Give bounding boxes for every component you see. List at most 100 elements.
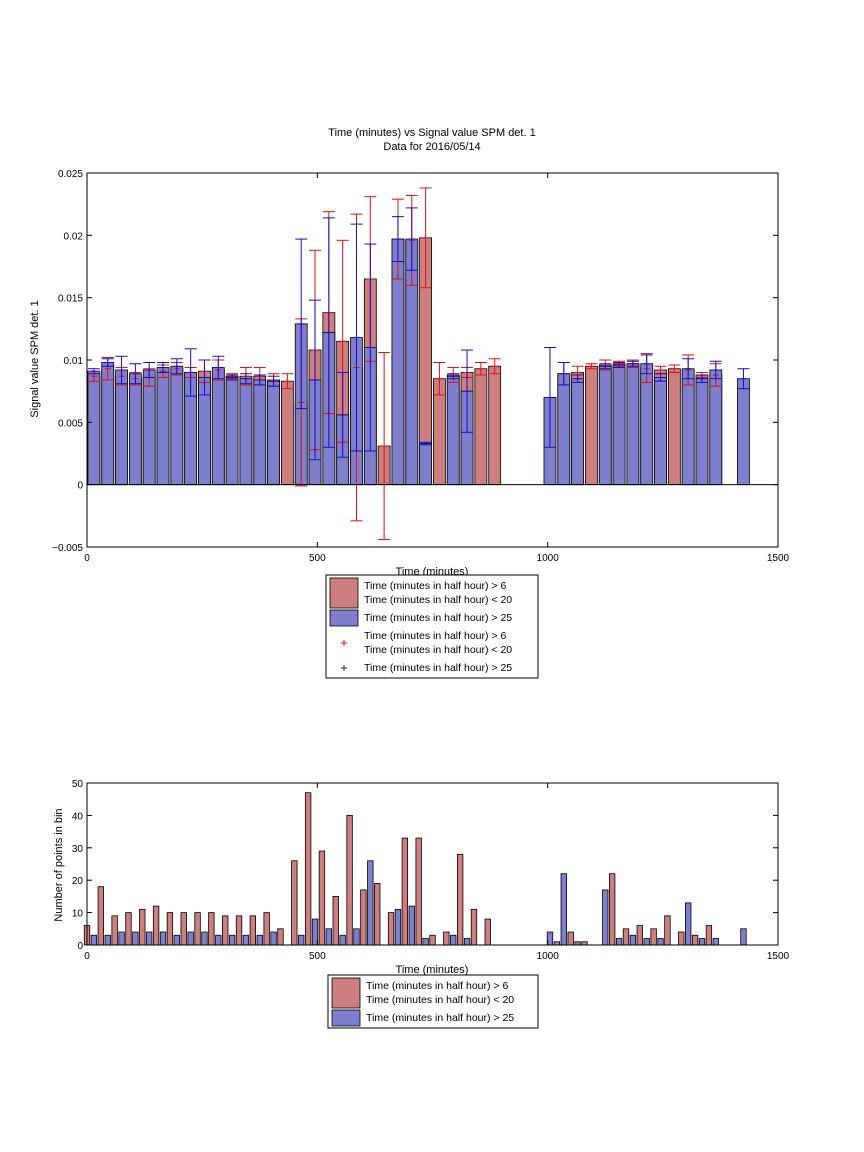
signal-errorbar-blue-36 bbox=[737, 368, 750, 390]
count-bar-blue-8 bbox=[201, 931, 208, 946]
signal-bar-blue-30 bbox=[626, 363, 640, 486]
signal-bar-blue-0 bbox=[87, 370, 101, 486]
count-bar-red-16 bbox=[304, 792, 312, 946]
count-ytick-label-3: 30 bbox=[72, 844, 84, 855]
figure-title-line2: Data for 2016/05/14 bbox=[383, 141, 480, 153]
count-bar-blue-12 bbox=[256, 934, 263, 946]
count-bar-red-40 bbox=[705, 925, 713, 946]
signal-errorbar-red-28 bbox=[474, 361, 487, 376]
signal-bar-blue-13 bbox=[267, 380, 280, 486]
signal-errorbar-blue-27 bbox=[571, 374, 584, 383]
signal-ytick-label-1: 0 bbox=[77, 481, 83, 492]
count-bar-blue-28 bbox=[602, 889, 609, 946]
count-bar-blue-19 bbox=[367, 860, 374, 946]
signal-ytick-label-0: −0.005 bbox=[52, 543, 83, 554]
count-bar-red-24 bbox=[415, 837, 422, 946]
signal-errorbar-blue-23 bbox=[447, 373, 460, 380]
signal-errorbar-blue-3 bbox=[129, 363, 142, 385]
signal-errorbar-blue-25 bbox=[543, 347, 556, 448]
count-legend-label-1-1: Time (minutes in half hour) > 25 bbox=[366, 1012, 514, 1024]
signal-bar-blue-29 bbox=[612, 364, 626, 486]
signal-errorbar-blue-30 bbox=[626, 360, 639, 367]
signal-legend-box bbox=[325, 574, 539, 679]
figure-title-line1: Time (minutes) vs Signal value SPM det. … bbox=[328, 127, 535, 139]
signal-ytick-label-4: 0.015 bbox=[58, 294, 83, 305]
count-bar-blue-22 bbox=[422, 938, 429, 946]
count-bar-red-15 bbox=[291, 860, 298, 946]
signal-errorbar-blue-2 bbox=[115, 355, 128, 385]
signal-errorbar-blue-24 bbox=[461, 349, 474, 433]
count-bar-red-31 bbox=[567, 931, 574, 946]
count-bar-blue-30 bbox=[629, 934, 637, 946]
signal-errorbar-blue-33 bbox=[682, 358, 695, 380]
count-chart-ylabel: Number of points in bin bbox=[53, 808, 65, 921]
count-bar-blue-9 bbox=[215, 934, 222, 946]
signal-errorbar-blue-20 bbox=[391, 216, 404, 263]
signal-errorbar-blue-7 bbox=[184, 348, 197, 397]
signal-ytick-label-5: 0.02 bbox=[64, 231, 84, 242]
count-bar-red-26 bbox=[443, 931, 450, 946]
count-bar-red-17 bbox=[318, 850, 326, 946]
signal-bar-blue-36 bbox=[737, 378, 750, 486]
count-bar-red-6 bbox=[166, 912, 174, 946]
signal-bar-red-29 bbox=[488, 365, 502, 486]
signal-bar-blue-10 bbox=[225, 377, 239, 486]
signal-errorbar-blue-11 bbox=[239, 373, 252, 385]
signal-bar-blue-3 bbox=[128, 373, 142, 486]
count-bar-blue-36 bbox=[740, 928, 747, 946]
count-bar-blue-31 bbox=[643, 938, 650, 946]
count-bar-red-2 bbox=[111, 915, 118, 946]
signal-errorbar-blue-35 bbox=[709, 360, 722, 380]
signal-errorbar-blue-1 bbox=[101, 358, 114, 367]
count-bar-red-37 bbox=[664, 915, 671, 946]
count-bar-red-29 bbox=[484, 918, 491, 946]
count-bar-blue-11 bbox=[242, 934, 250, 946]
count-bar-blue-21 bbox=[408, 905, 415, 946]
signal-bar-red-14 bbox=[281, 380, 294, 486]
count-ytick-label-1: 10 bbox=[72, 909, 84, 920]
count-bar-blue-29 bbox=[615, 938, 623, 946]
signal-ytick-label-2: 0.005 bbox=[58, 418, 83, 429]
signal-errorbar-red-38 bbox=[668, 364, 681, 373]
signal-xtick-label-1: 500 bbox=[309, 553, 326, 564]
count-bar-red-22 bbox=[387, 912, 395, 946]
count-bar-blue-34 bbox=[698, 938, 706, 946]
signal-xtick-label-2: 1000 bbox=[537, 553, 560, 564]
signal-chart-marks bbox=[87, 187, 750, 541]
count-bar-blue-10 bbox=[228, 934, 236, 946]
count-bar-red-4 bbox=[139, 908, 146, 946]
count-bar-blue-17 bbox=[339, 934, 346, 946]
signal-errorbar-red-14 bbox=[281, 373, 294, 390]
count-bar-red-33 bbox=[608, 873, 616, 946]
signal-bar-blue-11 bbox=[239, 378, 253, 486]
count-chart-legend: Time (minutes in half hour) > 6 Time (min… bbox=[327, 974, 539, 1029]
count-bar-red-1 bbox=[97, 886, 104, 946]
signal-errorbar-blue-34 bbox=[695, 374, 708, 383]
signal-legend-label-2-2: Time (minutes in half hour) < 20 bbox=[364, 644, 512, 656]
count-bar-blue-1 bbox=[104, 934, 111, 946]
signal-errorbar-blue-12 bbox=[253, 374, 266, 386]
signal-bar-blue-1 bbox=[101, 362, 115, 486]
count-bar-red-35 bbox=[636, 925, 643, 946]
signal-errorbar-blue-26 bbox=[557, 361, 570, 386]
count-bar-red-34 bbox=[622, 928, 630, 946]
signal-errorbar-red-24 bbox=[419, 187, 432, 289]
signal-ytick-label-6: 0.025 bbox=[58, 169, 83, 180]
signal-legend-label-3-1: Time (minutes in half hour) > 25 bbox=[364, 662, 512, 674]
count-bar-blue-26 bbox=[560, 873, 567, 946]
signal-errorbar-blue-18 bbox=[350, 223, 363, 452]
count-xtick-label-0: 0 bbox=[84, 951, 90, 962]
signal-errorbar-blue-8 bbox=[198, 359, 211, 396]
count-bar-blue-20 bbox=[394, 908, 402, 946]
signal-bar-blue-22 bbox=[419, 443, 432, 486]
count-legend-box bbox=[327, 974, 539, 1029]
count-bar-red-23 bbox=[401, 837, 409, 946]
count-bar-blue-14 bbox=[298, 934, 305, 946]
signal-errorbar-blue-31 bbox=[640, 353, 653, 375]
count-xtick-label-2: 1000 bbox=[537, 951, 560, 962]
count-bar-blue-16 bbox=[325, 928, 333, 946]
count-bar-blue-7 bbox=[187, 931, 194, 946]
signal-bar-red-28 bbox=[474, 368, 488, 486]
